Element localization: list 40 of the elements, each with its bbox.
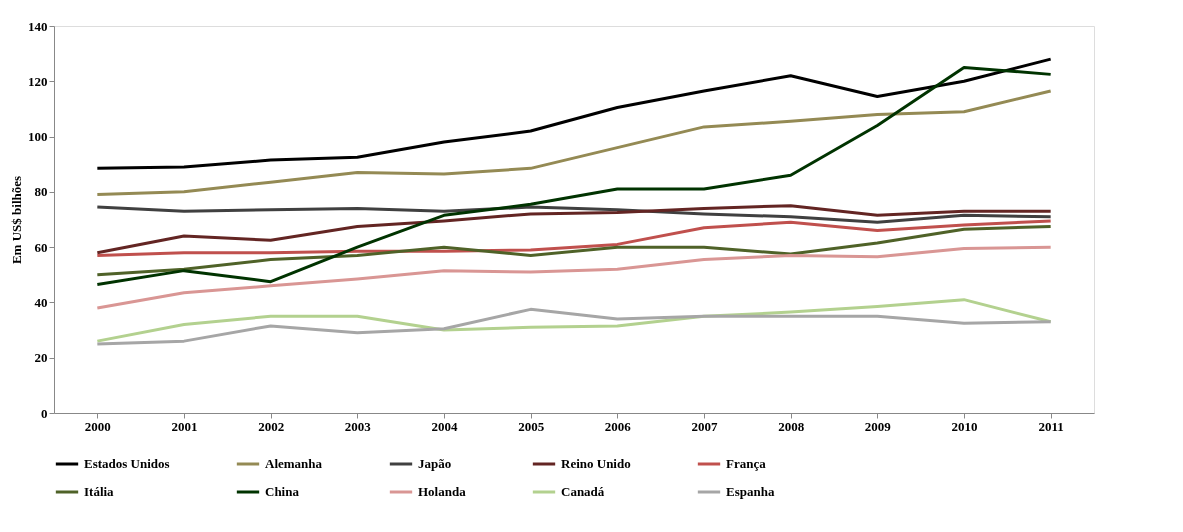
legend-label: Espanha <box>726 484 775 499</box>
line-series <box>95 204 1053 255</box>
line-series <box>95 57 1053 170</box>
x-tick-label: 2009 <box>864 418 892 434</box>
x-tick-label: 2005 <box>518 418 545 434</box>
x-tick-label: 2007 <box>691 418 718 434</box>
line-series <box>95 245 1053 310</box>
x-tick-label: 2006 <box>604 418 632 434</box>
y-tick-label: 20 <box>34 350 48 366</box>
line-series <box>95 65 1053 286</box>
legend-label: Itália <box>84 484 115 499</box>
legend-label: Alemanha <box>265 456 323 471</box>
y-tick-label: 0 <box>41 405 48 421</box>
x-tick-label: 2004 <box>431 418 458 434</box>
line-series <box>95 224 1053 277</box>
legend-label: Japão <box>418 456 452 471</box>
y-tick-label: 120 <box>28 73 48 89</box>
legend-label: Reino Unido <box>561 456 631 471</box>
legend-label: Estados Unidos <box>84 456 170 471</box>
line-series <box>95 219 1053 257</box>
y-axis-title: Em US$ bilhões <box>9 175 24 265</box>
x-tick-label: 2002 <box>258 418 285 434</box>
y-tick-label: 40 <box>34 294 48 310</box>
legend-label: Canadá <box>561 484 605 499</box>
y-tick-label: 100 <box>28 129 48 145</box>
legend-label: França <box>726 456 767 471</box>
x-tick-label: 2000 <box>84 418 111 434</box>
legend-label: Holanda <box>418 484 467 499</box>
x-tick-label: 2003 <box>344 418 372 434</box>
x-tick-label: 2001 <box>171 418 198 434</box>
line-series <box>95 89 1053 197</box>
x-tick-label: 2008 <box>778 418 805 434</box>
line-series <box>95 205 1053 224</box>
legend-label: China <box>265 484 300 499</box>
y-tick-label: 60 <box>34 239 48 255</box>
x-tick-label: 2010 <box>951 418 978 434</box>
y-tick-label: 140 <box>28 18 48 34</box>
x-tick-label: 2011 <box>1038 418 1064 434</box>
line-series <box>95 307 1053 346</box>
y-tick-label: 80 <box>34 184 48 200</box>
